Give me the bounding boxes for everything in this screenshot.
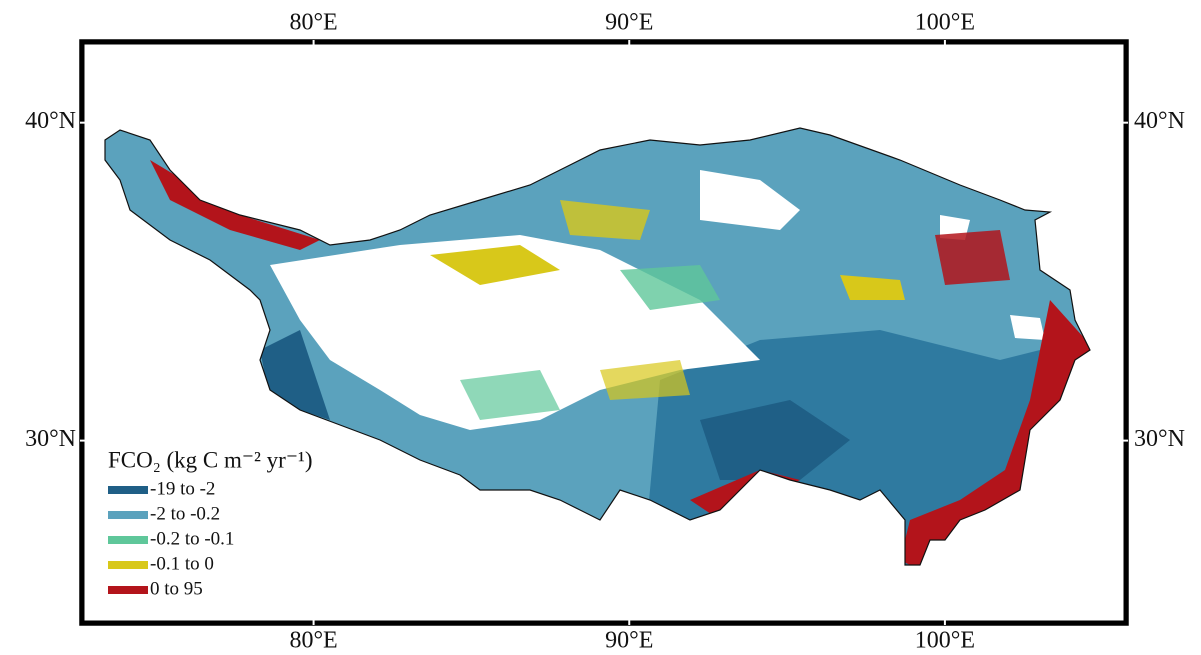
lon-label: 100°E <box>915 10 975 36</box>
legend-label: -0.1 to 0 <box>150 553 214 574</box>
frame-band <box>80 40 1128 44</box>
lon-label: 90°E <box>605 628 653 654</box>
legend-label: 0 to 95 <box>150 578 203 599</box>
region-red <box>935 230 1010 285</box>
region-nodata <box>1010 315 1045 340</box>
legend-label: -0.2 to -0.1 <box>150 528 234 549</box>
legend-swatch <box>108 511 148 519</box>
frame-band <box>80 621 1128 625</box>
legend-swatch <box>108 586 148 594</box>
plateau <box>80 100 1130 600</box>
legend: FCO₂ (kg C m⁻² yr⁻¹) -19 to -2 -2 to -0.2… <box>108 447 313 599</box>
lat-label: 30°N <box>1134 426 1185 452</box>
legend-label: -2 to -0.2 <box>150 503 220 524</box>
legend-title: FCO₂ (kg C m⁻² yr⁻¹) <box>108 447 313 472</box>
map: FCO₂ (kg C m⁻² yr⁻¹) -19 to -2 -2 to -0.2… <box>0 0 1201 655</box>
legend-swatch <box>108 536 148 544</box>
legend-swatch <box>108 486 148 494</box>
lat-label: 30°N <box>25 426 76 452</box>
legend-swatch <box>108 561 148 569</box>
lat-label: 40°N <box>25 108 76 134</box>
lon-label: 90°E <box>605 10 653 36</box>
legend-label: -19 to -2 <box>150 478 215 499</box>
lat-label: 40°N <box>1134 108 1185 134</box>
frame-band <box>80 40 84 625</box>
lon-label: 100°E <box>915 628 975 654</box>
lon-label: 80°E <box>289 10 337 36</box>
lon-label: 80°E <box>289 628 337 654</box>
frame-band <box>1124 40 1128 625</box>
